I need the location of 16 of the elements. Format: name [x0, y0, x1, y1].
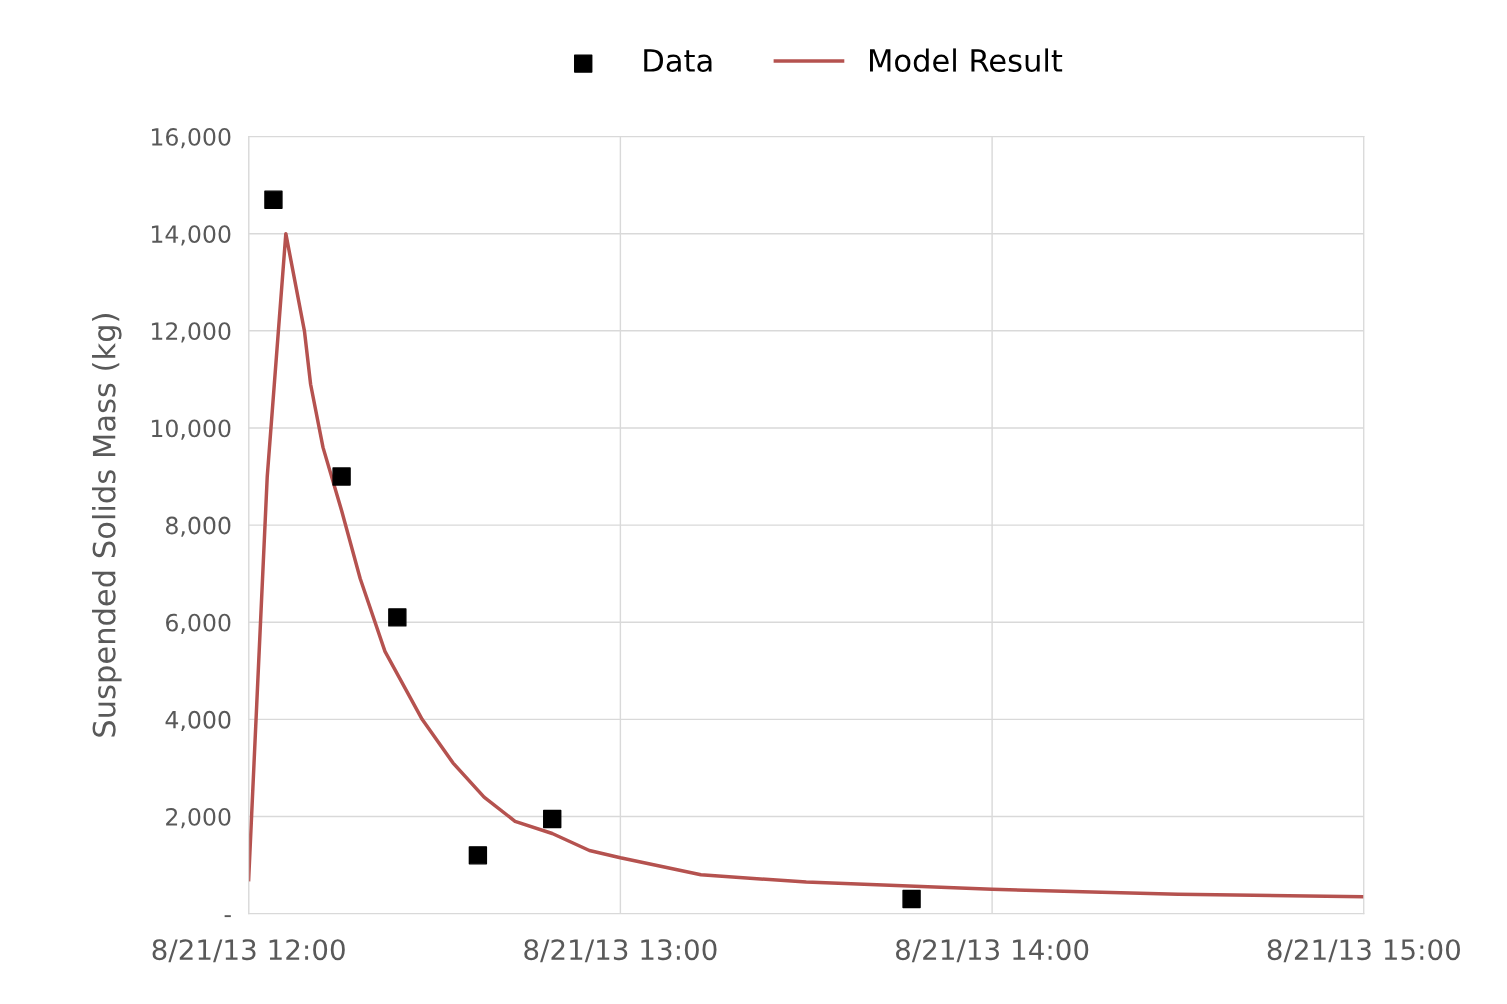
y-tick-label: 16,000 [151, 127, 231, 149]
x-tick-label: 8/21/13 15:00 [1267, 939, 1460, 963]
y-tick-label: 14,000 [151, 225, 231, 246]
y-tick-label: - [224, 915, 231, 918]
x-tick-label: 8/21/13 12:00 [152, 939, 345, 963]
y-tick-label: 12,000 [151, 322, 231, 343]
y-tick-label: 8,000 [166, 516, 231, 537]
x-tick-label: 8/21/13 14:00 [896, 939, 1089, 963]
y-tick-label: 4,000 [165, 710, 231, 732]
x-tick-label: 8/21/13 13:00 [524, 939, 717, 963]
y-tick-label: 2,000 [166, 807, 231, 829]
legend-label: Model Result [870, 48, 1063, 73]
y-tick-label: 10,000 [151, 419, 231, 440]
legend-label: Data [644, 49, 712, 73]
y-tick-label: 6,000 [166, 613, 231, 634]
y-axis-title: Suspended Solids Mass (kg) [92, 314, 122, 737]
